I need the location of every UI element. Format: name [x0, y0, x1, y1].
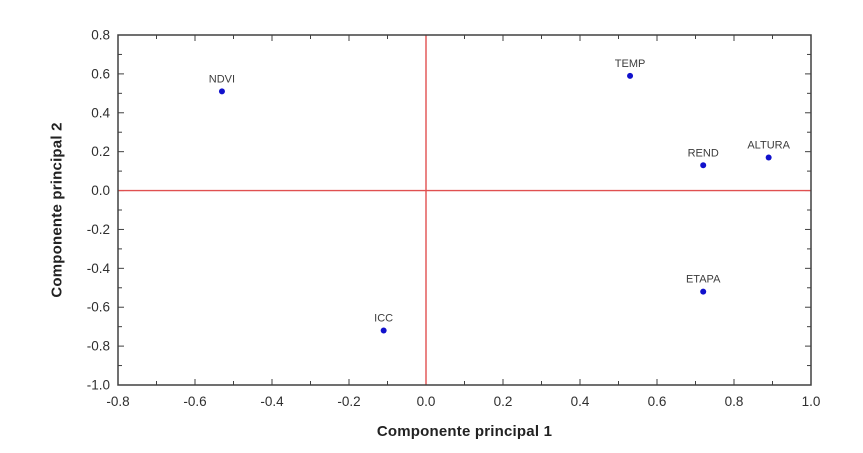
data-point [627, 72, 634, 79]
data-point-label: TEMP [615, 58, 646, 70]
y-tick-label: 0.6 [91, 66, 110, 81]
data-point [765, 154, 772, 161]
y-tick-label: 0.4 [91, 105, 110, 120]
x-tick-label: 0.2 [494, 394, 513, 409]
data-point-label: ICC [374, 313, 393, 325]
data-point [700, 288, 707, 295]
x-tick-label: -0.8 [106, 394, 129, 409]
plot-border [117, 34, 812, 386]
data-point-label: ETAPA [686, 274, 721, 286]
data-point-label: NDVI [209, 73, 235, 85]
x-tick-label: -0.6 [183, 394, 206, 409]
x-tick-label: 0.4 [571, 394, 590, 409]
data-point [700, 162, 707, 169]
y-tick-label: 0.8 [91, 28, 110, 43]
x-tick-label: 1.0 [802, 394, 821, 409]
y-tick-label: -0.4 [87, 261, 111, 276]
y-tick-label: -0.8 [87, 339, 110, 354]
x-tick-label: 0.6 [648, 394, 667, 409]
y-tick-label: 0.2 [91, 144, 110, 159]
x-tick-label: 0.0 [417, 394, 436, 409]
y-tick-label: -0.2 [87, 222, 110, 237]
x-tick-label: -0.2 [337, 394, 360, 409]
y-tick-label: -1.0 [87, 378, 110, 393]
x-tick-label: 0.8 [725, 394, 744, 409]
data-point-label: REND [688, 147, 719, 159]
y-tick-label: 0.0 [91, 183, 110, 198]
x-axis-title: Componente principal 1 [376, 423, 553, 440]
data-point-label: ALTURA [747, 140, 790, 152]
y-tick-label: -0.6 [87, 300, 110, 315]
data-point [218, 88, 225, 95]
x-tick-label: -0.4 [260, 394, 284, 409]
data-point [380, 327, 387, 334]
y-axis-title: Componente principal 2 [48, 122, 66, 298]
